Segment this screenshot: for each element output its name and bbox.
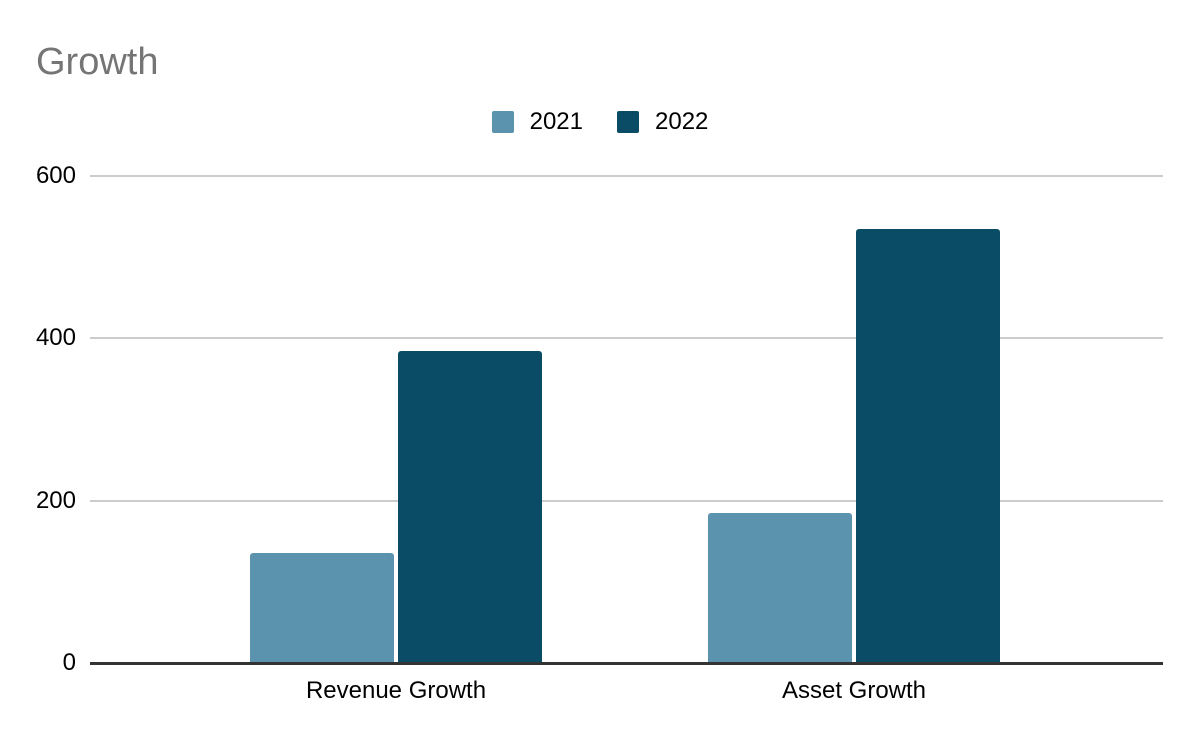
legend: 2021 2022 [0,108,1200,136]
category-label-revenue-growth: Revenue Growth [305,677,487,704]
gridline-200 [90,499,1163,502]
legend-entry-2022: 2022 [617,108,708,136]
legend-swatch-2021-icon [491,111,514,133]
bar-2022-revenue-growth [398,350,542,663]
x-axis-line [90,661,1163,665]
gridline-400 [90,337,1163,340]
y-tick-label-200: 200 [35,486,76,514]
gridline-600 [90,175,1163,177]
bar-2021-revenue-growth [250,553,394,663]
legend-label-2022: 2022 [655,108,709,135]
bar-2021-asset-growth [708,512,852,663]
category-label-asset-growth: Asset Growth [781,677,927,704]
y-tick-label-0: 0 [62,649,76,676]
y-tick-label-600: 600 [35,162,76,189]
legend-swatch-2022-icon [617,111,639,133]
legend-label-2021: 2021 [529,108,583,135]
legend-entry-2021: 2021 [491,108,583,136]
chart-title: Growth [36,41,159,83]
y-tick-label-400: 400 [35,324,76,352]
bar-2022-asset-growth [856,228,1000,663]
